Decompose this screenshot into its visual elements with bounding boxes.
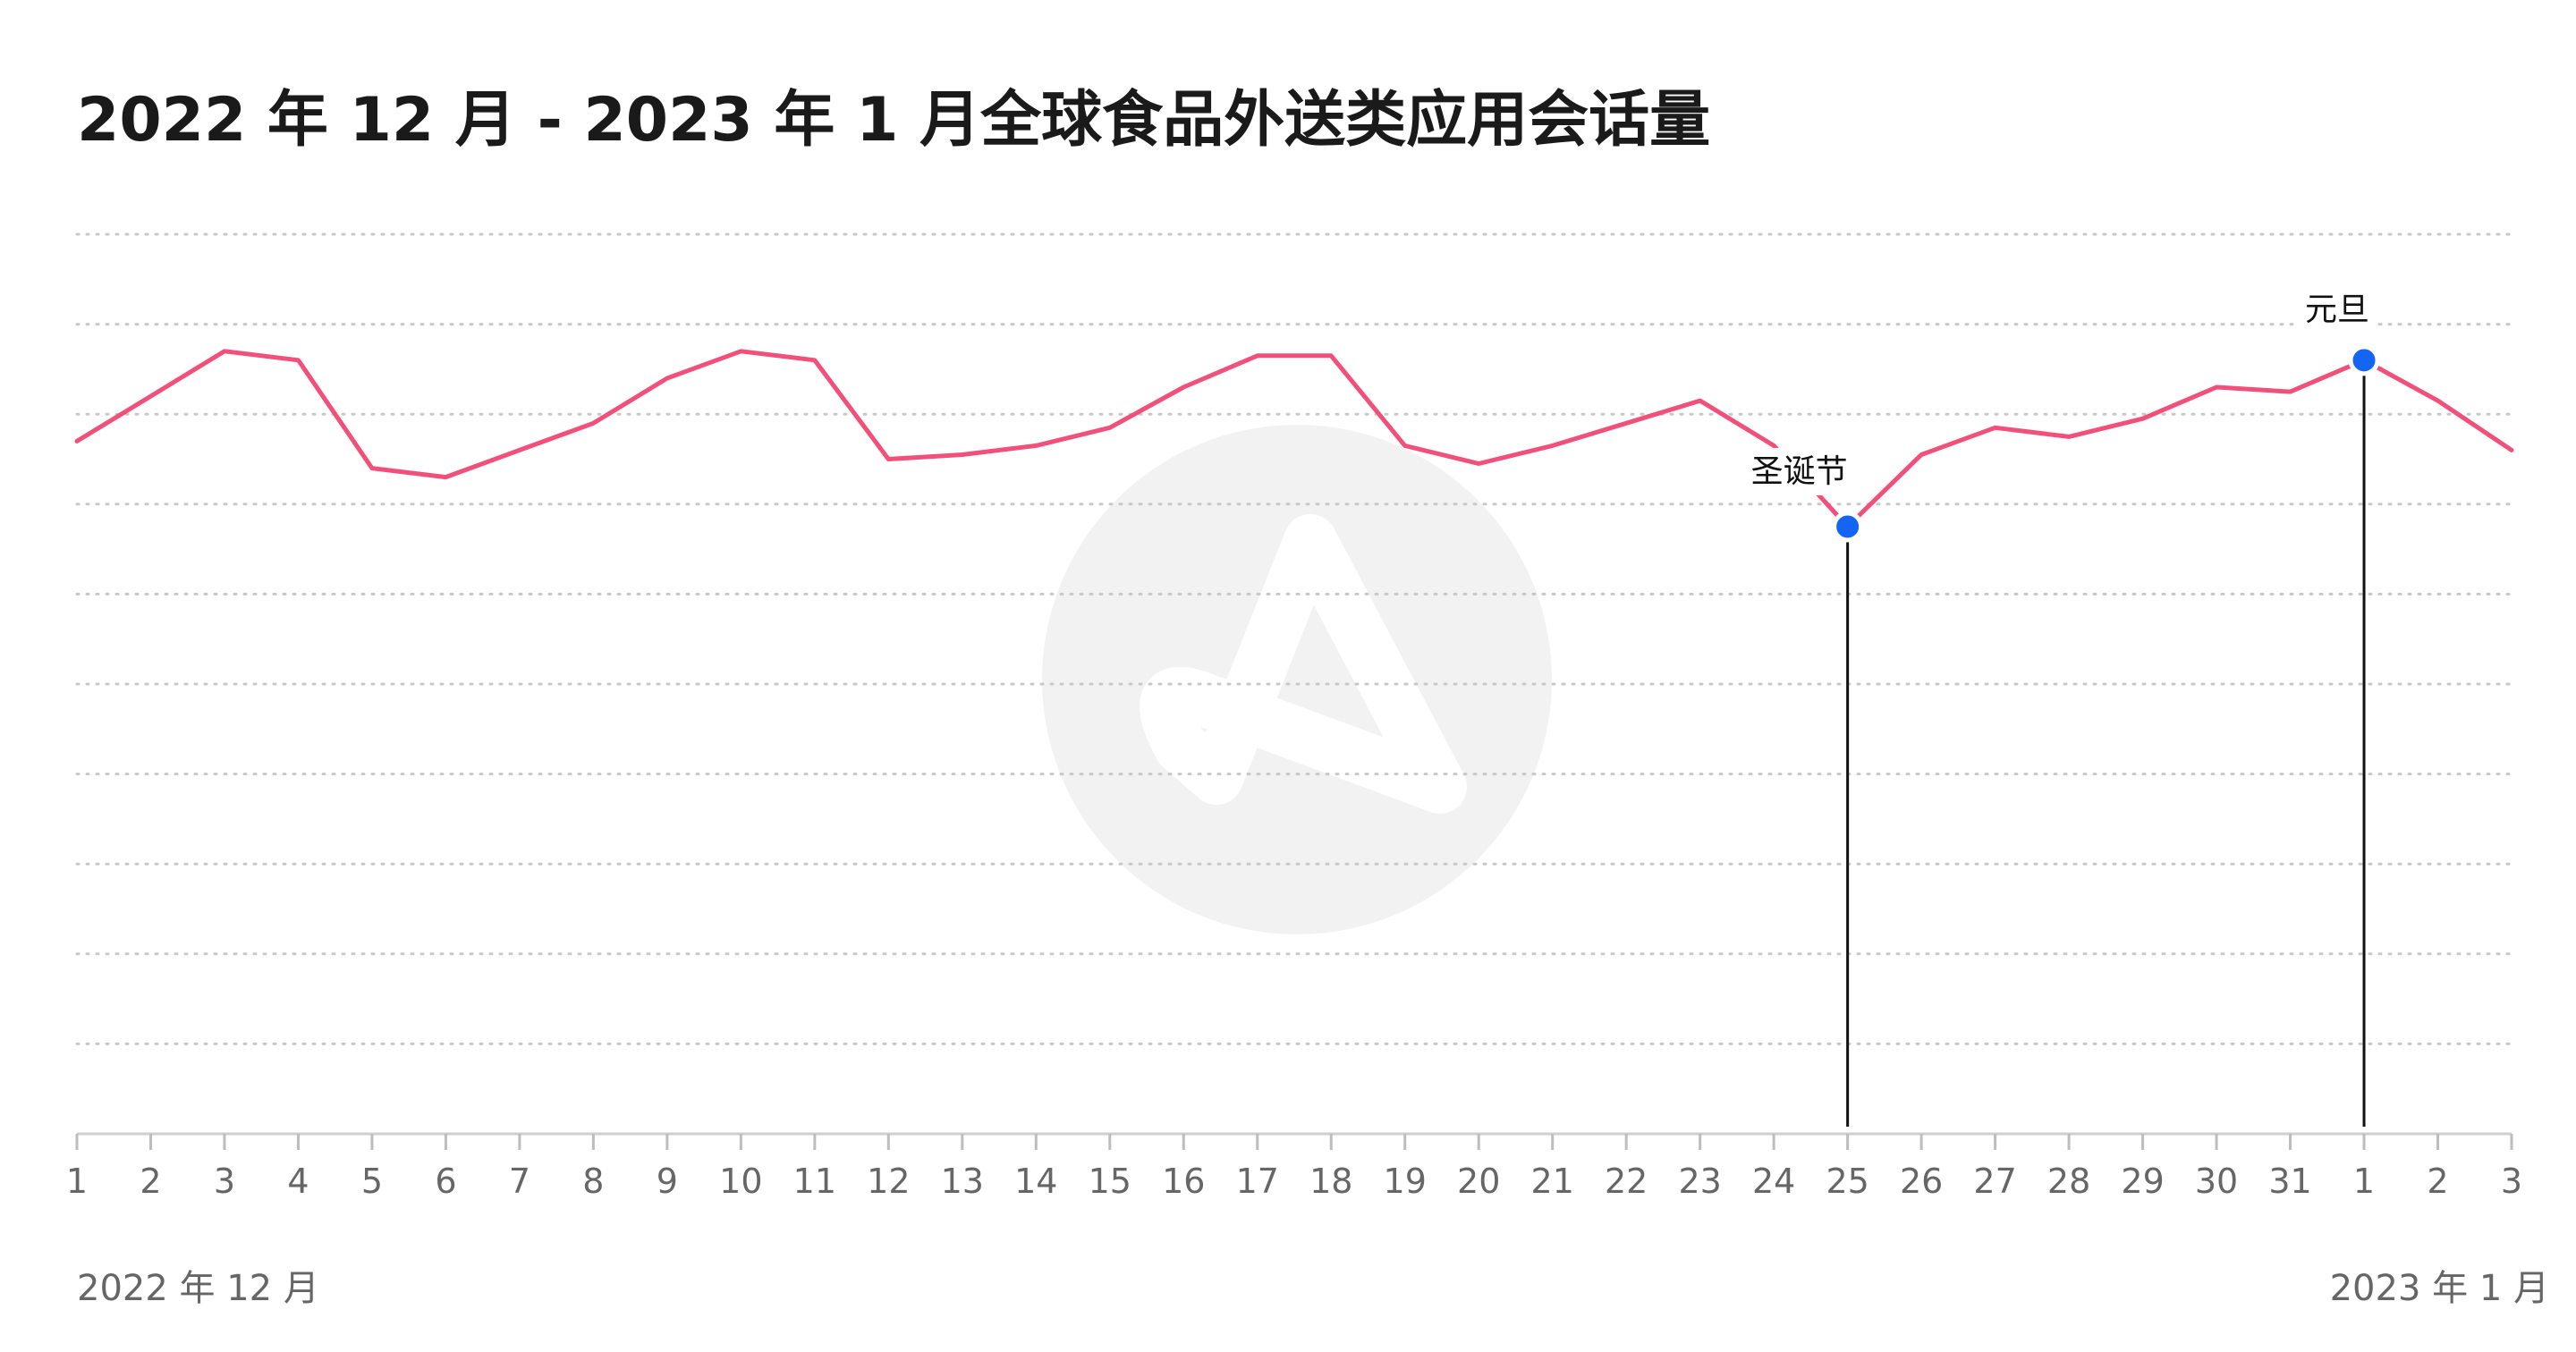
annotation-label-bg (1743, 447, 1855, 495)
x-tick-label: 6 (435, 1162, 456, 1201)
series-layer (74, 349, 2514, 529)
x-tick-label: 16 (1162, 1162, 1205, 1201)
x-tick-label: 3 (2501, 1162, 2522, 1201)
annotation-label-bg (2298, 285, 2377, 334)
annotation-label: 圣诞节 (1751, 453, 1848, 490)
x-axis-period-end: 2023 年 1 月 (2329, 1268, 2549, 1309)
x-tick-label: 1 (66, 1162, 88, 1201)
x-tick-label: 9 (657, 1162, 678, 1201)
x-tick-label: 11 (793, 1162, 836, 1201)
annotation-label: 元旦 (2305, 292, 2369, 328)
x-tick-label: 25 (1826, 1162, 1868, 1201)
x-tick-label: 30 (2195, 1162, 2238, 1201)
x-tick-label: 19 (1384, 1162, 1427, 1201)
x-axis-period-start: 2022 年 12 月 (77, 1268, 319, 1309)
watermark-logo-icon (1042, 425, 1552, 934)
x-tick-label: 29 (2121, 1162, 2164, 1201)
x-tick-label: 15 (1089, 1162, 1131, 1201)
x-tick-label: 24 (1752, 1162, 1795, 1201)
chart-title: 2022 年 12 月 - 2023 年 1 月全球食品外送类应用会话量 (77, 85, 1711, 156)
x-tick-label: 21 (1531, 1162, 1574, 1201)
x-tick-label: 2 (140, 1162, 161, 1201)
x-axis: 1 2 3 4 5 6 7 8 9 10 11 12 13 14 15 16 17 18 19 20 21 22 23 24 2… (66, 1132, 2522, 1201)
x-tick-label: 18 (1309, 1162, 1352, 1201)
x-tick-label: 8 (582, 1162, 604, 1201)
x-tick-label: 5 (361, 1162, 383, 1201)
x-tick-label: 22 (1605, 1162, 1648, 1201)
x-tick-label: 23 (1678, 1162, 1721, 1201)
x-tick-label: 10 (719, 1162, 762, 1201)
series-line (74, 349, 2514, 529)
x-tick-label: 14 (1014, 1162, 1057, 1201)
x-tick-label: 13 (941, 1162, 984, 1201)
x-tick-label: 17 (1236, 1162, 1279, 1201)
x-tick-label: 7 (509, 1162, 530, 1201)
highlight-point (2348, 344, 2380, 376)
x-tick-label: 12 (867, 1162, 910, 1201)
x-tick-label: 26 (1900, 1162, 1943, 1201)
annotations: 圣诞节 元旦 (1743, 285, 2380, 1127)
x-tick-label: 2 (2427, 1162, 2448, 1201)
x-tick-label: 3 (214, 1162, 235, 1201)
x-tick-label: 28 (2047, 1162, 2090, 1201)
x-tick-label: 1 (2353, 1162, 2375, 1201)
gridlines (75, 232, 2513, 1045)
x-tick-label: 31 (2268, 1162, 2311, 1201)
x-tick-label: 27 (1973, 1162, 2016, 1201)
x-tick-label: 20 (1457, 1162, 1500, 1201)
highlight-point (1832, 511, 1864, 543)
x-tick-label: 4 (287, 1162, 309, 1201)
